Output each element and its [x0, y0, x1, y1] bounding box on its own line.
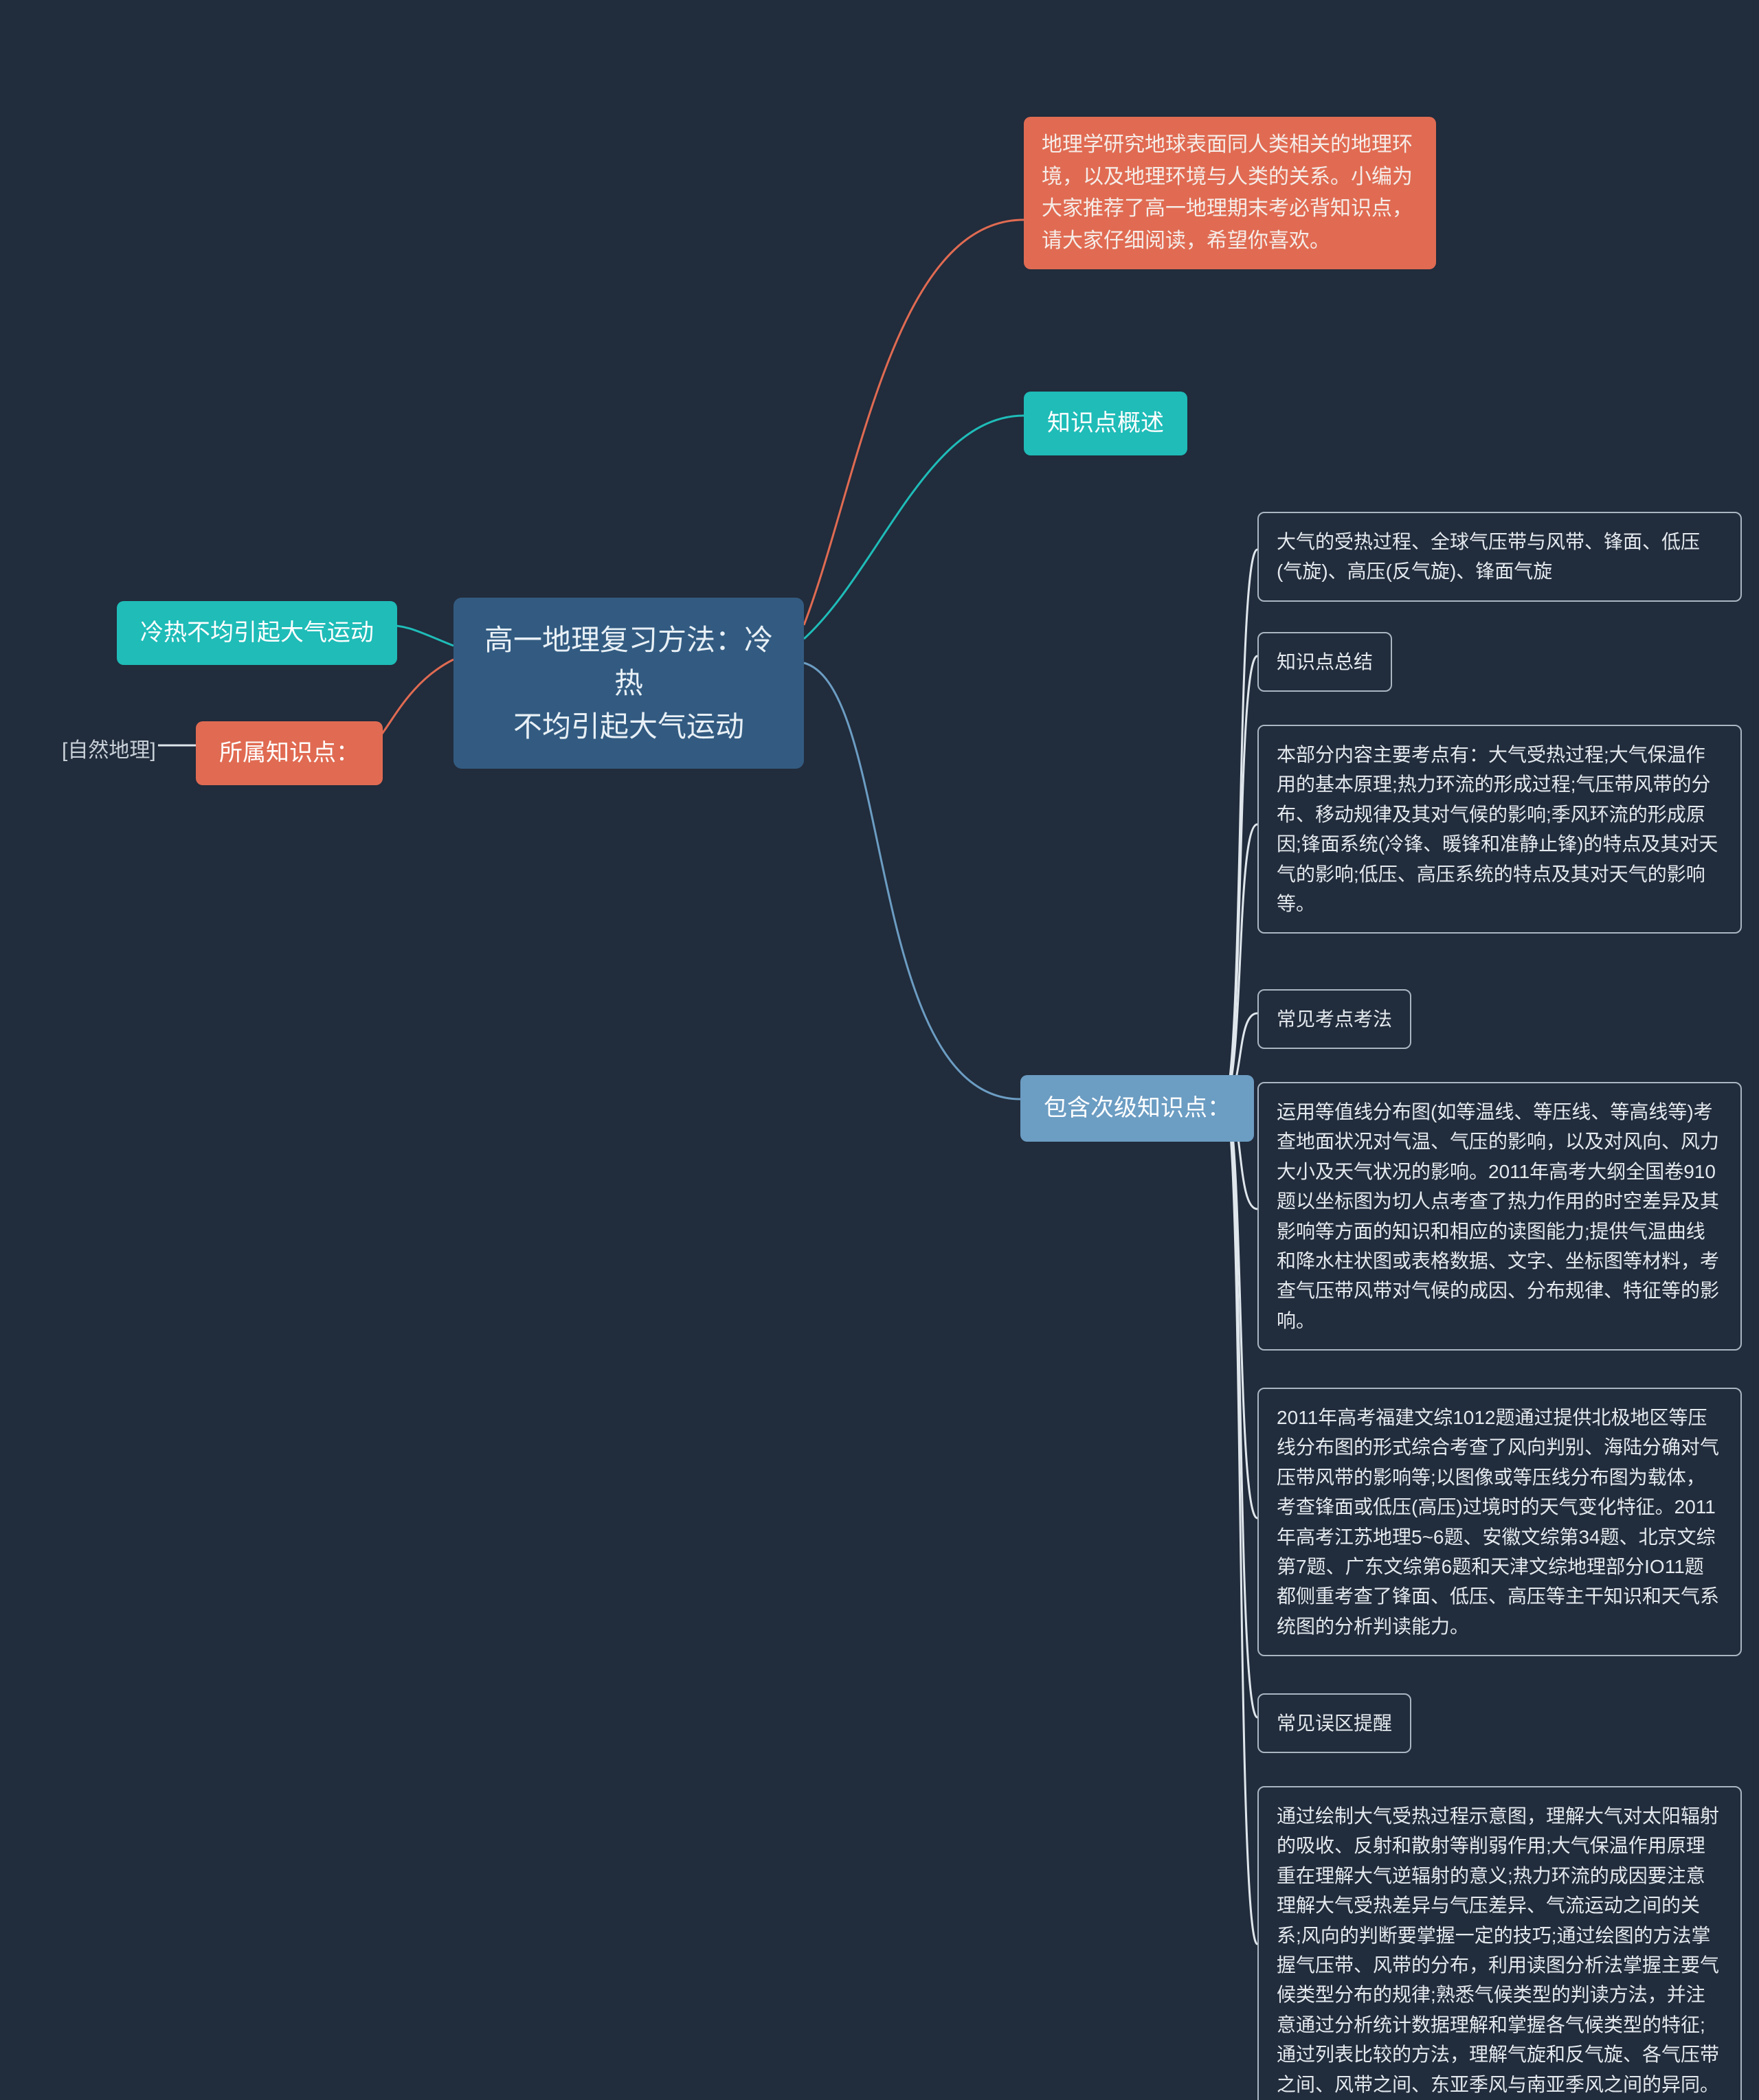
left-coral-label: 所属知识点：: [219, 740, 359, 766]
intro-text: 地理学研究地球表面同人类相关的地理环境，以及地理环境与人类的关系。小编为大家推荐…: [1042, 133, 1413, 252]
center-title-line2: 不均引起大气运动: [513, 710, 744, 743]
left-coral-node[interactable]: 所属知识点：: [196, 721, 383, 785]
outline-node-7[interactable]: 常见误区提醒: [1257, 1693, 1411, 1753]
overview-node[interactable]: 知识点概述: [1024, 392, 1187, 455]
sub-label-node[interactable]: 包含次级知识点：: [1020, 1075, 1254, 1142]
center-node[interactable]: 高一地理复习方法：冷热 不均引起大气运动: [453, 598, 804, 769]
left-tag-label: [自然地理]: [62, 739, 156, 762]
outline-node-3[interactable]: 本部分内容主要考点有：大气受热过程;大气保温作用的基本原理;热力环流的形成过程;…: [1257, 725, 1742, 934]
outline-node-8[interactable]: 通过绘制大气受热过程示意图，理解大气对太阳辐射的吸收、反射和散射等削弱作用;大气…: [1257, 1786, 1742, 2100]
outline-node-2[interactable]: 知识点总结: [1257, 632, 1392, 692]
left-tag-node[interactable]: [自然地理]: [62, 728, 156, 774]
outline-text-4: 常见考点考法: [1277, 1008, 1392, 1030]
overview-label: 知识点概述: [1047, 410, 1164, 436]
connector-layer: [0, 0, 1759, 2100]
outline-text-8: 通过绘制大气受热过程示意图，理解大气对太阳辐射的吸收、反射和散射等削弱作用;大气…: [1277, 1805, 1719, 2095]
outline-text-6: 2011年高考福建文综1012题通过提供北极地区等压线分布图的形式综合考查了风向…: [1277, 1407, 1719, 1637]
outline-node-4[interactable]: 常见考点考法: [1257, 989, 1411, 1049]
outline-node-6[interactable]: 2011年高考福建文综1012题通过提供北极地区等压线分布图的形式综合考查了风向…: [1257, 1388, 1742, 1656]
outline-text-3: 本部分内容主要考点有：大气受热过程;大气保温作用的基本原理;热力环流的形成过程;…: [1277, 744, 1718, 914]
outline-text-2: 知识点总结: [1277, 651, 1373, 673]
intro-node[interactable]: 地理学研究地球表面同人类相关的地理环境，以及地理环境与人类的关系。小编为大家推荐…: [1024, 117, 1436, 269]
center-title-line1: 高一地理复习方法：冷热: [484, 624, 773, 699]
sub-label-text: 包含次级知识点：: [1044, 1095, 1231, 1121]
outline-text-1: 大气的受热过程、全球气压带与风带、锋面、低压(气旋)、高压(反气旋)、锋面气旋: [1277, 531, 1700, 582]
outline-text-5: 运用等值线分布图(如等温线、等压线、等高线等)考查地面状况对气温、气压的影响，以…: [1277, 1101, 1719, 1331]
left-teal-label: 冷热不均引起大气运动: [140, 620, 374, 646]
left-teal-node[interactable]: 冷热不均引起大气运动: [117, 601, 397, 665]
outline-node-5[interactable]: 运用等值线分布图(如等温线、等压线、等高线等)考查地面状况对气温、气压的影响，以…: [1257, 1082, 1742, 1351]
outline-text-7: 常见误区提醒: [1277, 1713, 1392, 1734]
outline-node-1[interactable]: 大气的受热过程、全球气压带与风带、锋面、低压(气旋)、高压(反气旋)、锋面气旋: [1257, 512, 1742, 602]
